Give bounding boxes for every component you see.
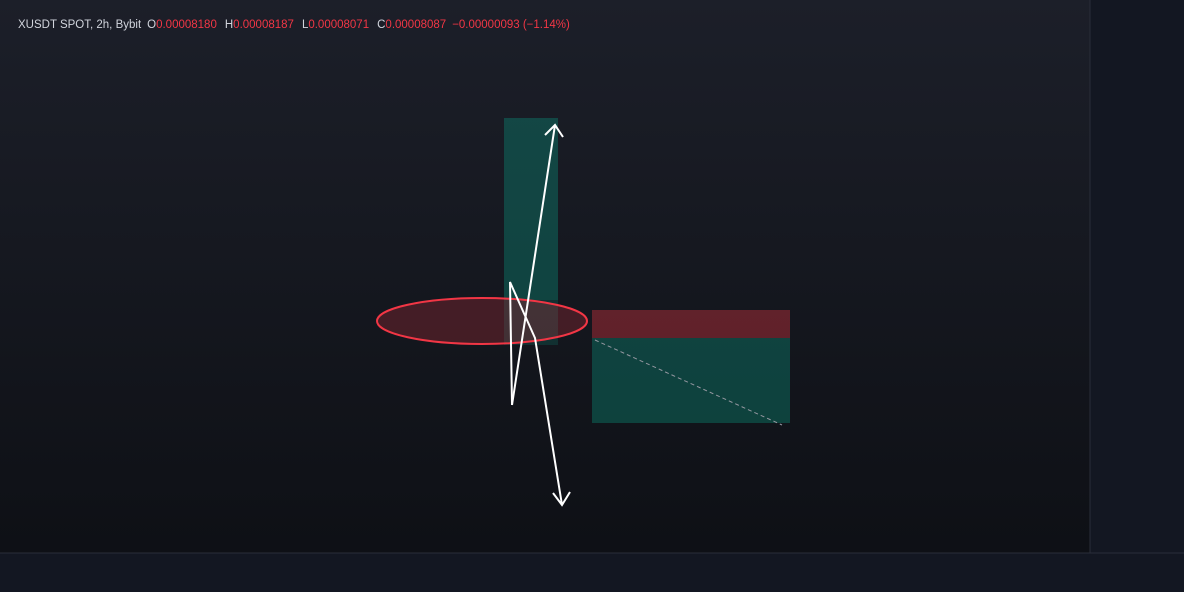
long-entry-zone: [504, 300, 558, 345]
ohlc-key: O: [147, 19, 156, 31]
long-target-zone: [504, 118, 558, 300]
up-arrow-head: [544, 123, 564, 138]
symbol: XUSDT SPOT, 2h, Bybit: [18, 19, 142, 31]
down-arrow-path: [509, 281, 563, 506]
ohlc-value: 0.00008187: [233, 19, 294, 31]
up-arrow-path: [511, 124, 556, 406]
short-target-zone: [592, 338, 790, 423]
ohlc-key: L: [302, 19, 309, 31]
zone-ellipse: [376, 297, 588, 345]
price-axis-bg: [1090, 0, 1184, 592]
ohlc-value: 0.00008180: [156, 19, 217, 31]
ohlc-key: H: [225, 19, 233, 31]
trend-dash: [594, 339, 783, 426]
time-axis-bg: [0, 553, 1184, 592]
header: XUSDT SPOT, 2h, Bybit O0.00008180 H0.00008…: [18, 19, 570, 31]
short-stop-zone: [592, 310, 790, 338]
ohlc-value: 0.00008071: [308, 19, 369, 31]
annotations: [376, 123, 588, 507]
drawings: [504, 118, 790, 426]
down-arrow-head: [552, 491, 571, 507]
ohlc-key: C: [377, 19, 385, 31]
ohlc-value: 0.00008087: [385, 19, 446, 31]
change: −0.00000093 (−1.14%): [452, 19, 570, 31]
